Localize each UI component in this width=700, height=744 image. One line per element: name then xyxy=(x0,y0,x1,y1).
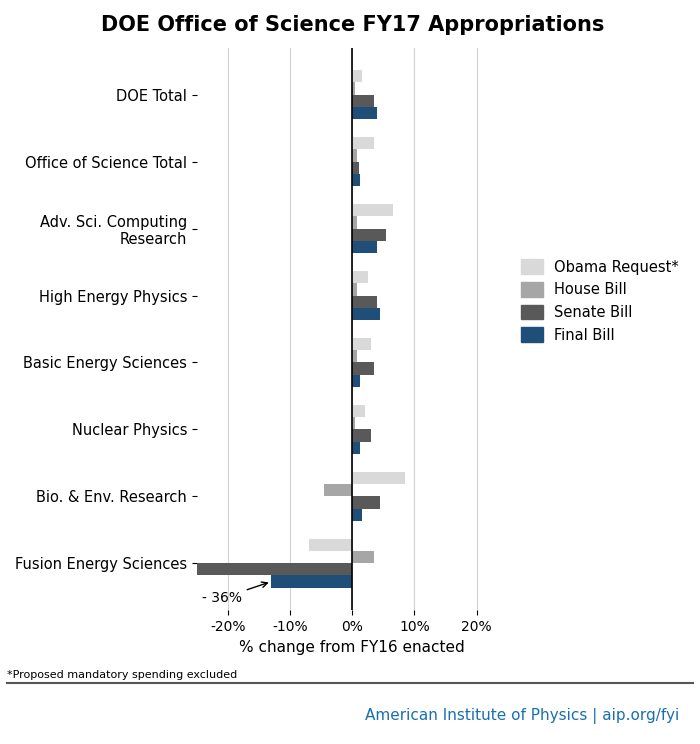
Bar xyxy=(352,217,357,228)
Bar xyxy=(352,161,358,173)
Bar xyxy=(352,150,357,161)
Bar xyxy=(352,307,380,320)
Bar xyxy=(352,228,386,240)
Bar xyxy=(352,205,393,217)
Bar xyxy=(352,240,377,253)
Text: American Institute of Physics | aip.org/fyi: American Institute of Physics | aip.org/… xyxy=(365,708,679,725)
X-axis label: % change from FY16 enacted: % change from FY16 enacted xyxy=(239,640,466,655)
Bar xyxy=(352,283,357,295)
Bar xyxy=(272,576,352,588)
Bar xyxy=(352,362,374,374)
Bar xyxy=(352,94,374,106)
Bar xyxy=(324,484,352,496)
Bar xyxy=(352,508,362,521)
Bar xyxy=(352,350,357,362)
Bar xyxy=(128,563,352,576)
Bar xyxy=(352,71,362,83)
Bar xyxy=(352,339,371,350)
Title: DOE Office of Science FY17 Appropriations: DOE Office of Science FY17 Appropriation… xyxy=(101,15,604,35)
Bar xyxy=(352,106,377,119)
Bar xyxy=(352,405,365,417)
Bar xyxy=(352,295,377,307)
Bar xyxy=(352,429,371,441)
Bar xyxy=(352,551,374,563)
Bar xyxy=(352,83,356,94)
Legend: Obama Request*, House Bill, Senate Bill, Final Bill: Obama Request*, House Bill, Senate Bill,… xyxy=(515,253,685,348)
Bar xyxy=(352,374,360,387)
Bar xyxy=(352,173,360,186)
Bar xyxy=(309,539,352,551)
Bar xyxy=(352,496,380,508)
Bar xyxy=(352,272,368,283)
Bar xyxy=(352,472,405,484)
Bar xyxy=(352,417,356,429)
Text: - 36%: - 36% xyxy=(202,582,267,606)
Text: *Proposed mandatory spending excluded: *Proposed mandatory spending excluded xyxy=(7,670,237,679)
Bar xyxy=(352,441,360,454)
Bar xyxy=(352,138,374,150)
